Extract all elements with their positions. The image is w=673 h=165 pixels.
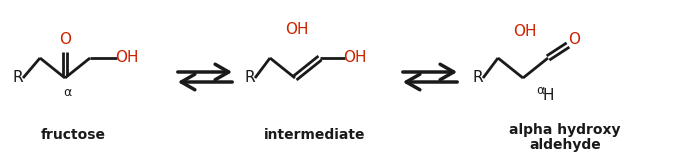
Text: alpha hydroxy: alpha hydroxy xyxy=(509,123,621,137)
Text: OH: OH xyxy=(513,23,537,38)
Text: R: R xyxy=(13,70,24,85)
Text: OH: OH xyxy=(285,22,309,37)
Text: R: R xyxy=(245,70,255,85)
Text: O: O xyxy=(59,33,71,48)
Text: intermediate: intermediate xyxy=(264,128,365,142)
Text: OH: OH xyxy=(115,50,139,66)
Text: R: R xyxy=(472,70,483,85)
Text: α: α xyxy=(63,85,71,99)
Text: α: α xyxy=(536,84,544,98)
Text: O: O xyxy=(568,32,580,47)
Text: H: H xyxy=(542,87,554,102)
Text: fructose: fructose xyxy=(40,128,106,142)
Text: OH: OH xyxy=(343,50,367,66)
Text: aldehyde: aldehyde xyxy=(529,138,601,152)
